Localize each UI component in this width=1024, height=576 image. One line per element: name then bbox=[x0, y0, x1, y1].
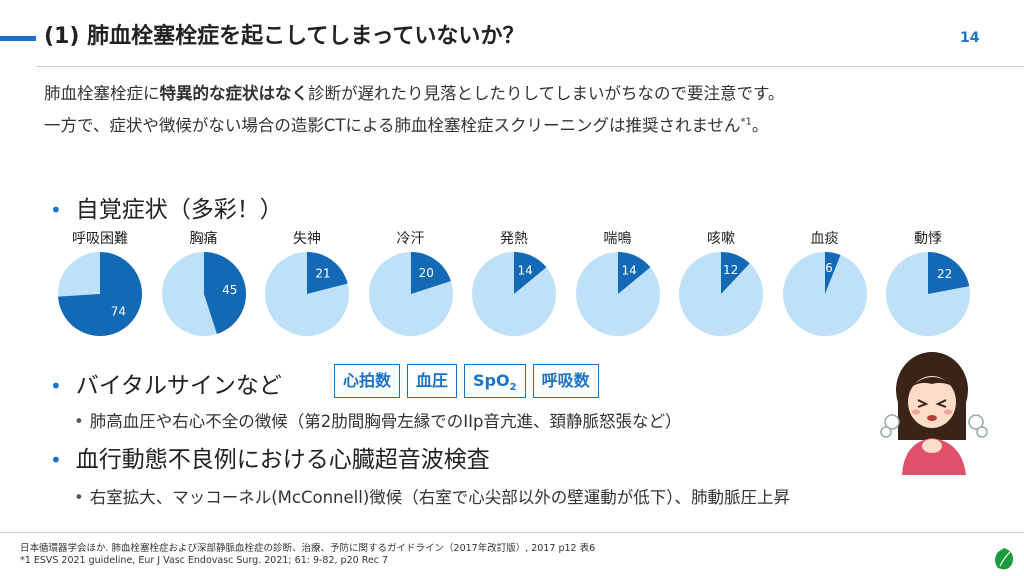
bullet-dot: • bbox=[50, 448, 62, 472]
pie-value-label: 6 bbox=[825, 261, 833, 275]
pie-value-slice bbox=[58, 252, 142, 336]
pie-category-label: 胸痛 bbox=[189, 231, 218, 247]
pie-value-label: 45 bbox=[222, 283, 237, 297]
bullet-title: 血行動態不良例における心臓超音波検査 bbox=[75, 447, 490, 473]
pie-svg: 74 bbox=[58, 252, 142, 336]
pie-chart-0: 呼吸困難 74 bbox=[56, 228, 144, 342]
pie-category-label: 咳嗽 bbox=[707, 231, 735, 247]
intro-bold-text: 特異的な症状はなく bbox=[159, 84, 309, 103]
intro-text: 。 bbox=[751, 116, 769, 135]
pie-value-label: 20 bbox=[418, 266, 433, 280]
pie-value-label: 74 bbox=[111, 304, 126, 318]
intro-text: 肺血栓塞栓症に bbox=[44, 84, 160, 103]
spo2-text: SpO bbox=[473, 371, 510, 390]
pie-value-label: 22 bbox=[937, 267, 952, 281]
sub-echo: • 右室拡大、マッコーネル(McConnell)徴候（右室で心尖部以外の壁運動が低… bbox=[74, 484, 790, 508]
sub-bullet-dot: • bbox=[74, 488, 84, 507]
pie-svg: 14 bbox=[472, 252, 556, 336]
bullet-echo: • 血行動態不良例における心臓超音波検査 bbox=[50, 440, 490, 474]
bullet-vitals: • バイタルサインなど bbox=[50, 366, 282, 400]
spo2-subscript: 2 bbox=[509, 382, 517, 394]
intro-text: 一方で、症状や徴候がない場合の造影CTによる肺血栓塞栓症スクリーニングは推奨され… bbox=[44, 116, 741, 135]
pie-svg: 20 bbox=[368, 252, 453, 336]
pie-category-label: 冷汗 bbox=[396, 231, 425, 247]
header-divider bbox=[36, 66, 1024, 67]
bullet-dot: • bbox=[50, 198, 62, 222]
pie-value-slice bbox=[824, 252, 840, 294]
pie-chart-2: 失神 21 bbox=[263, 228, 351, 342]
footer-divider bbox=[0, 532, 1024, 533]
pie-chart-3: 冷汗 20 bbox=[367, 228, 455, 342]
pie-svg: 45 bbox=[161, 252, 246, 336]
intro-line-2: 一方で、症状や徴候がない場合の造影CTによる肺血栓塞栓症スクリーニングは推奨され… bbox=[44, 112, 768, 136]
pie-chart-1: 胸痛 45 bbox=[160, 228, 248, 342]
bullet-title: バイタルサインなど bbox=[75, 373, 282, 399]
pie-chart-8: 動悸 22 bbox=[884, 228, 972, 342]
page-title: (1) 肺血栓塞栓症を起こしてしまっていないか？ bbox=[44, 24, 525, 49]
footer-reference-2: *1 ESVS 2021 guideline, Eur J Vasc Endov… bbox=[20, 555, 388, 566]
bullet-dot: • bbox=[50, 374, 62, 398]
pie-value-label: 12 bbox=[723, 263, 738, 277]
footnote-ref: *1 bbox=[740, 116, 752, 128]
bullet-title: 自覚症状（多彩！） bbox=[75, 197, 283, 223]
sub-text: 右室拡大、マッコーネル(McConnell)徴候（右室で心尖部以外の壁運動が低下… bbox=[89, 488, 791, 507]
pie-svg: 21 bbox=[265, 252, 349, 336]
pie-value-slice bbox=[721, 252, 750, 294]
vital-box-spo2: SpO2 bbox=[464, 364, 526, 398]
pie-category-label: 失神 bbox=[293, 231, 321, 247]
vital-box-heart-rate: 心拍数 bbox=[334, 364, 401, 398]
pie-svg: 12 bbox=[679, 252, 763, 336]
pie-category-label: 発熱 bbox=[500, 231, 528, 247]
page-number: 14 bbox=[960, 30, 980, 46]
pie-value-slice bbox=[514, 252, 547, 294]
leaf-logo-icon bbox=[992, 546, 1016, 576]
pie-chart-7: 血痰 6 bbox=[781, 228, 869, 342]
pie-category-label: 動悸 bbox=[914, 231, 942, 247]
pie-category-label: 呼吸困難 bbox=[72, 231, 128, 247]
pie-chart-6: 咳嗽 12 bbox=[677, 228, 765, 342]
footer-reference-1: 日本循環器学会ほか. 肺血栓塞栓症および深部静脈血栓症の診断、治療、予防に関する… bbox=[20, 543, 596, 554]
pie-value-slice bbox=[307, 252, 348, 294]
intro-text: 診断が遅れたり見落としたりしてしまいがちなので要注意です。 bbox=[308, 84, 785, 103]
intro-line-1: 肺血栓塞栓症に特異的な症状はなく診断が遅れたり見落としたりしてしまいがちなので要… bbox=[44, 80, 784, 104]
pie-svg: 22 bbox=[886, 252, 970, 336]
bullet-symptoms: • 自覚症状（多彩！） bbox=[50, 190, 283, 224]
coughing-woman-illustration bbox=[880, 350, 990, 479]
sub-bullet-dot: • bbox=[74, 412, 84, 431]
pie-value-slice bbox=[203, 252, 246, 334]
pie-value-slice bbox=[410, 252, 451, 294]
sub-text: 肺高血圧や右心不全の徴候（第2肋間胸骨左縁でのIIp音亢進、頚静脈怒張など） bbox=[89, 412, 682, 431]
pie-chart-4: 発熱 14 bbox=[470, 228, 558, 342]
vital-box-respiratory-rate: 呼吸数 bbox=[532, 364, 599, 398]
pie-chart-5: 喘鳴 14 bbox=[574, 228, 662, 342]
pie-category-label: 喘鳴 bbox=[603, 231, 632, 247]
sub-vitals: • 肺高血圧や右心不全の徴候（第2肋間胸骨左縁でのIIp音亢進、頚静脈怒張など） bbox=[74, 408, 681, 432]
pie-svg: 14 bbox=[575, 252, 660, 336]
vital-sign-boxes: 心拍数 血圧 SpO2 呼吸数 bbox=[334, 364, 599, 398]
header-accent-bar bbox=[0, 36, 36, 41]
pie-value-label: 21 bbox=[315, 266, 330, 280]
pie-category-label: 血痰 bbox=[810, 231, 839, 247]
vital-box-blood-pressure: 血圧 bbox=[407, 364, 458, 398]
pie-value-label: 14 bbox=[517, 263, 532, 277]
pie-value-slice bbox=[928, 252, 970, 294]
pie-svg: 6 bbox=[782, 252, 867, 336]
pie-value-slice bbox=[617, 252, 650, 294]
pie-value-label: 14 bbox=[621, 263, 636, 277]
